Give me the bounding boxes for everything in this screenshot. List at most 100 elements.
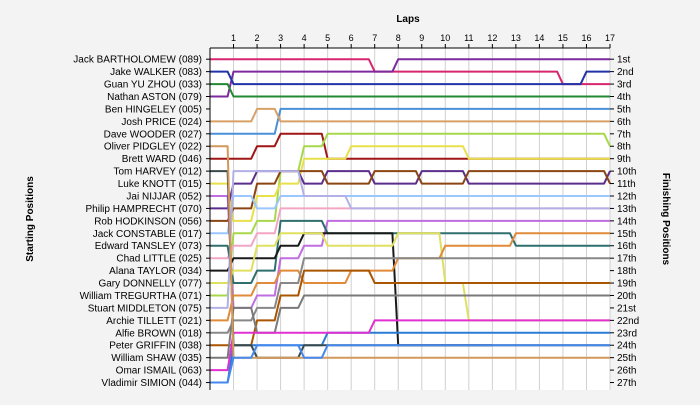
start-label-21: Stuart MIDDLETON (075) — [88, 303, 202, 314]
lap-tick-label-2: 2 — [255, 33, 260, 43]
lap-tick-label-15: 15 — [558, 33, 568, 43]
start-label-4: Nathan ASTON (079) — [107, 92, 202, 103]
start-label-2: Jake WALKER (083) — [110, 67, 202, 78]
start-label-26: Omar ISMAIL (063) — [116, 366, 202, 377]
start-label-15: Jack CONSTABLE (017) — [93, 229, 202, 240]
driver-line-2 — [210, 58, 610, 98]
driver-line-20 — [210, 257, 610, 334]
start-label-12: Jai NIJJAR (052) — [126, 191, 202, 202]
finish-label-6: 6th — [617, 117, 631, 128]
start-label-23: Alfie BROWN (018) — [115, 328, 202, 339]
start-label-9: Brett WARD (046) — [122, 154, 202, 165]
driver-line-19 — [210, 170, 610, 309]
chart-title: Laps — [396, 14, 420, 25]
driver-line-12 — [210, 195, 610, 235]
finish-label-16: 16th — [617, 241, 636, 252]
driver-line-24 — [210, 319, 610, 372]
finish-label-15: 15th — [617, 229, 636, 240]
finish-label-21: 21st — [617, 303, 636, 314]
finish-label-7: 7th — [617, 129, 631, 140]
driver-line-4 — [210, 83, 610, 98]
finish-label-10: 10th — [617, 167, 636, 178]
lap-tick-label-1: 1 — [231, 33, 236, 43]
start-label-3: Guan YU ZHOU (033) — [104, 80, 202, 91]
finish-label-17: 17th — [617, 254, 636, 265]
finish-label-4: 4th — [617, 92, 631, 103]
lap-tick-label-10: 10 — [440, 33, 450, 43]
driver-line-11 — [210, 170, 611, 222]
start-label-27: Vladimir SIMION (044) — [101, 378, 202, 389]
finish-label-12: 12th — [617, 191, 636, 202]
start-label-17: Chad LITTLE (025) — [116, 254, 202, 265]
finish-label-11: 11th — [617, 179, 636, 190]
start-label-10: Tom HARVEY (012) — [113, 167, 202, 178]
start-label-5: Ben HINGELEY (005) — [105, 104, 202, 115]
finish-label-23: 23rd — [617, 328, 637, 339]
finish-label-3: 3rd — [617, 80, 631, 91]
start-label-8: Oliver PIDGLEY (022) — [104, 142, 202, 153]
lap-ticks: 1 2 3 4 5 6 7 8 9 10 11 12 13 14 15 16 17 — [231, 33, 615, 48]
lap-tick-label-16: 16 — [581, 33, 591, 43]
lap-tick-label-3: 3 — [278, 33, 283, 43]
finish-label-1: 1st — [617, 55, 631, 66]
start-label-24: Peter GRIFFIN (038) — [109, 341, 202, 352]
start-label-16: Edward TANSLEY (073) — [95, 241, 202, 252]
lap-tick-label-14: 14 — [534, 33, 544, 43]
lap-tick-label-8: 8 — [396, 33, 401, 43]
start-label-1: Jack BARTHOLOMEW (089) — [73, 55, 202, 66]
series-layer — [210, 58, 611, 384]
lap-tick-label-13: 13 — [511, 33, 521, 43]
lap-tick-label-6: 6 — [349, 33, 354, 43]
finish-label-27: 27th — [617, 378, 636, 389]
start-label-11: Luke KNOTT (015) — [118, 179, 202, 190]
lap-tick-label-5: 5 — [325, 33, 330, 43]
driver-line-27 — [210, 344, 610, 384]
lap-tick-label-11: 11 — [464, 33, 473, 43]
finish-label-5: 5th — [617, 104, 631, 115]
driver-line-18 — [210, 232, 610, 322]
lap-tick-label-4: 4 — [302, 33, 307, 43]
driver-line-8 — [210, 132, 611, 297]
y-axis-label-right: Finishing Positions — [660, 173, 671, 266]
plot-background — [210, 48, 610, 390]
finish-label-9: 9th — [617, 154, 631, 165]
lap-tick-label-7: 7 — [372, 33, 377, 43]
finish-label-24: 24th — [617, 341, 636, 352]
start-label-13: Philip HAMPRECHT (070) — [85, 204, 202, 215]
finish-label-19: 19th — [617, 279, 636, 290]
start-label-6: Josh PRICE (024) — [121, 117, 202, 128]
finish-label-14: 14th — [617, 216, 636, 227]
finish-label-18: 18th — [617, 266, 636, 277]
starting-positions-labels: Jack BARTHOLOMEW (089)Jake WALKER (083) G… — [73, 55, 210, 389]
lap-tick-label-9: 9 — [419, 33, 424, 43]
start-label-25: William SHAW (035) — [111, 353, 202, 364]
driver-line-6 — [210, 107, 610, 123]
lap-tick-label-12: 12 — [487, 33, 497, 43]
finish-label-20: 20th — [617, 291, 636, 302]
driver-line-14 — [210, 195, 610, 309]
driver-line-26 — [210, 145, 610, 359]
finish-label-13: 13th — [617, 204, 636, 215]
driver-line-3 — [210, 70, 610, 86]
finish-label-25: 25th — [617, 353, 636, 364]
start-label-7: Dave WOODER (027) — [104, 129, 202, 140]
driver-line-1 — [210, 58, 610, 86]
start-label-22: Archie TILLETT (021) — [106, 316, 202, 327]
lap-tick-label-17: 17 — [605, 33, 615, 43]
finish-label-22: 22nd — [617, 316, 639, 327]
start-label-14: Rob HODKINSON (056) — [94, 216, 202, 227]
finish-label-2: 2nd — [617, 67, 634, 78]
start-label-19: Gary DONNELLY (077) — [98, 279, 202, 290]
start-label-20: William TREGURTHA (071) — [80, 291, 202, 302]
driver-line-22 — [210, 294, 610, 359]
start-label-18: Alana TAYLOR (034) — [109, 266, 202, 277]
driver-line-9 — [210, 145, 610, 222]
finish-label-26: 26th — [617, 366, 636, 377]
finish-label-8: 8th — [617, 142, 631, 153]
driver-line-5 — [210, 107, 610, 135]
y-axis-label-left: Starting Positions — [25, 176, 36, 262]
driver-line-21 — [210, 269, 610, 347]
